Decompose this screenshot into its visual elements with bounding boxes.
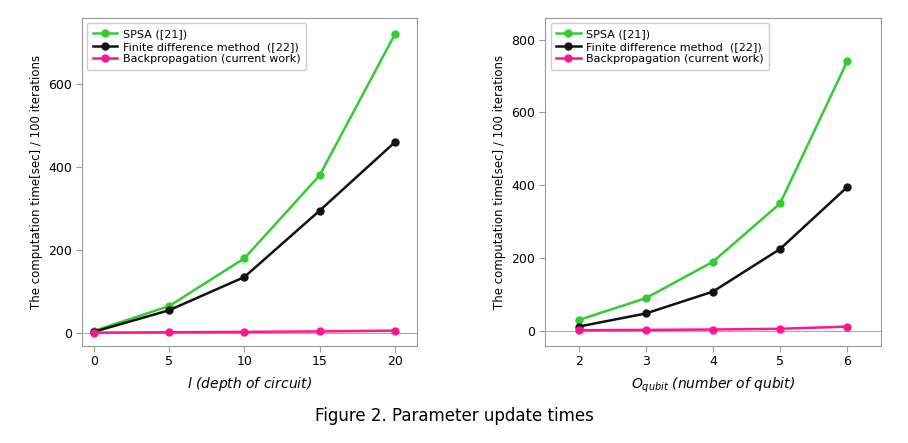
SPSA ([21]) bbox=[163, 303, 174, 309]
Finite difference method  ([22]) bbox=[390, 140, 400, 145]
Backpropagation (current work) bbox=[163, 330, 174, 335]
Finite difference method  ([22]) bbox=[314, 208, 325, 214]
SPSA ([21]) bbox=[239, 256, 250, 261]
Legend: SPSA ([21]), Finite difference method  ([22]), Backpropagation (current work): SPSA ([21]), Finite difference method ([… bbox=[550, 23, 769, 70]
Line: SPSA ([21]): SPSA ([21]) bbox=[575, 58, 851, 323]
Text: Figure 2. Parameter update times: Figure 2. Parameter update times bbox=[314, 407, 594, 425]
Finite difference method  ([22]) bbox=[163, 307, 174, 313]
Backpropagation (current work) bbox=[239, 329, 250, 334]
Line: Backpropagation (current work): Backpropagation (current work) bbox=[575, 323, 851, 334]
Finite difference method  ([22]) bbox=[573, 324, 584, 329]
SPSA ([21]) bbox=[842, 59, 853, 64]
Finite difference method  ([22]) bbox=[707, 289, 718, 294]
SPSA ([21]) bbox=[390, 31, 400, 37]
Legend: SPSA ([21]), Finite difference method  ([22]), Backpropagation (current work): SPSA ([21]), Finite difference method ([… bbox=[87, 23, 306, 70]
Line: SPSA ([21]): SPSA ([21]) bbox=[90, 31, 399, 334]
SPSA ([21]) bbox=[573, 317, 584, 323]
Backpropagation (current work) bbox=[314, 329, 325, 334]
X-axis label: $l$ (depth of circuit): $l$ (depth of circuit) bbox=[187, 375, 312, 393]
Y-axis label: The computation time[sec] / 100 iterations: The computation time[sec] / 100 iteratio… bbox=[30, 54, 43, 309]
SPSA ([21]) bbox=[314, 173, 325, 178]
Y-axis label: The computation time[sec] / 100 iterations: The computation time[sec] / 100 iteratio… bbox=[493, 54, 506, 309]
X-axis label: $O_{qubit}$ (number of qubit): $O_{qubit}$ (number of qubit) bbox=[631, 375, 795, 395]
Backpropagation (current work) bbox=[573, 327, 584, 333]
SPSA ([21]) bbox=[707, 259, 718, 264]
Backpropagation (current work) bbox=[390, 328, 400, 333]
Backpropagation (current work) bbox=[842, 324, 853, 329]
Line: Finite difference method  ([22]): Finite difference method ([22]) bbox=[575, 183, 851, 330]
Finite difference method  ([22]) bbox=[775, 246, 785, 252]
SPSA ([21]) bbox=[775, 201, 785, 206]
Line: Finite difference method  ([22]): Finite difference method ([22]) bbox=[90, 139, 399, 335]
Finite difference method  ([22]) bbox=[239, 274, 250, 280]
Backpropagation (current work) bbox=[640, 327, 651, 333]
Backpropagation (current work) bbox=[88, 330, 99, 335]
SPSA ([21]) bbox=[88, 328, 99, 334]
Backpropagation (current work) bbox=[707, 327, 718, 332]
Line: Backpropagation (current work): Backpropagation (current work) bbox=[90, 327, 399, 336]
SPSA ([21]) bbox=[640, 295, 651, 301]
Backpropagation (current work) bbox=[775, 326, 785, 331]
Finite difference method  ([22]) bbox=[842, 184, 853, 190]
Finite difference method  ([22]) bbox=[640, 311, 651, 316]
Finite difference method  ([22]) bbox=[88, 329, 99, 334]
